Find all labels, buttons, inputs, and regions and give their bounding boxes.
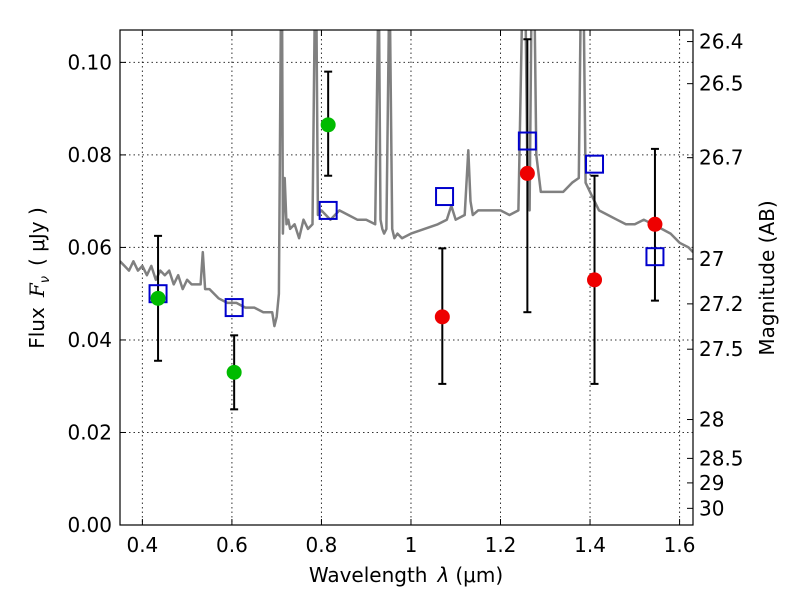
model-square-marker bbox=[318, 200, 338, 220]
green-data-point bbox=[226, 364, 242, 380]
right-tick-label: 29 bbox=[699, 471, 724, 495]
model-square-marker bbox=[517, 131, 537, 151]
model-square-marker bbox=[435, 187, 455, 207]
model-square-marker bbox=[585, 154, 605, 174]
red-data-point bbox=[519, 165, 535, 181]
plot-frame bbox=[119, 29, 694, 526]
green-data-point bbox=[320, 117, 336, 133]
green-data-point bbox=[150, 290, 166, 306]
spectrum-layer bbox=[120, 30, 693, 328]
right-tick-label: 26.4 bbox=[699, 30, 744, 54]
plot-area bbox=[120, 30, 693, 525]
y-tick-label: 0.10 bbox=[67, 50, 112, 74]
y-tick-label: 0.06 bbox=[67, 235, 112, 259]
x-tick-label: 0.4 bbox=[126, 533, 158, 557]
tick-marks bbox=[120, 30, 693, 526]
x-tick-label: 1.2 bbox=[485, 533, 517, 557]
model-square-marker bbox=[224, 298, 244, 318]
right-tick-label: 28.5 bbox=[699, 446, 744, 470]
y-tick-label: 0.02 bbox=[67, 420, 112, 444]
right-tick-label: 30 bbox=[699, 496, 724, 520]
tick-labels: 0.4 0.6 0.8 1 1.2 1.4 1.6 0.00 0.02 0.04 0.06 0.08 0… bbox=[67, 30, 743, 557]
x-tick-label: 1.6 bbox=[664, 533, 696, 557]
x-tick-label: 1.4 bbox=[574, 533, 606, 557]
y-tick-label: 0.00 bbox=[67, 513, 112, 537]
marker-layer bbox=[148, 117, 665, 380]
x-axis-label: Wavelength λ (μm) bbox=[309, 563, 503, 587]
red-data-point bbox=[587, 272, 603, 288]
x-tick-label: 0.8 bbox=[306, 533, 338, 557]
x-tick-label: 1 bbox=[405, 533, 418, 557]
model-square-marker bbox=[645, 247, 665, 267]
right-tick-label: 27.5 bbox=[699, 337, 744, 361]
right-axis-label: Magnitude (AB) bbox=[755, 200, 779, 355]
right-tick-label: 27.2 bbox=[699, 292, 744, 316]
right-tick-label: 26.5 bbox=[699, 72, 744, 96]
x-tick-label: 0.6 bbox=[216, 533, 248, 557]
spectrum-line bbox=[120, 30, 693, 328]
red-data-point bbox=[434, 309, 450, 325]
red-data-point bbox=[647, 216, 663, 232]
y-tick-label: 0.04 bbox=[67, 328, 112, 352]
right-tick-label: 27 bbox=[699, 247, 724, 271]
y-axis-label: FluxFν( μJy ) bbox=[25, 207, 53, 349]
right-tick-label: 28 bbox=[699, 408, 724, 432]
y-tick-label: 0.08 bbox=[67, 143, 112, 167]
right-tick-label: 26.7 bbox=[699, 146, 744, 170]
